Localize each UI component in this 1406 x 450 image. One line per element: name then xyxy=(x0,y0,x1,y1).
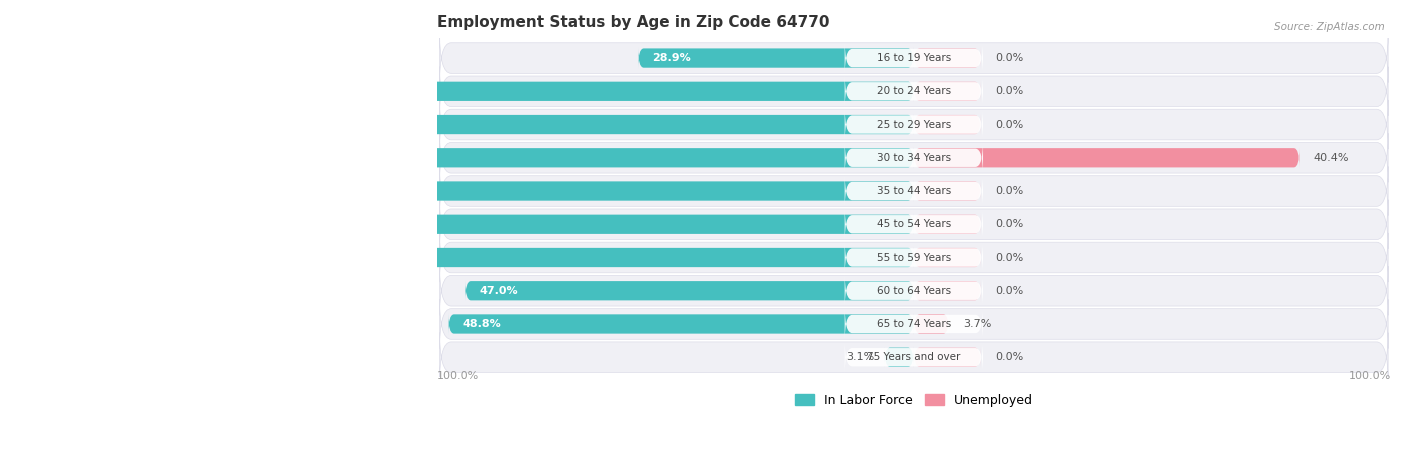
Text: 40.4%: 40.4% xyxy=(1313,153,1350,163)
Text: 45 to 54 Years: 45 to 54 Years xyxy=(877,219,950,229)
FancyBboxPatch shape xyxy=(845,140,983,175)
Text: 25 to 29 Years: 25 to 29 Years xyxy=(877,120,950,130)
FancyBboxPatch shape xyxy=(914,81,980,102)
FancyBboxPatch shape xyxy=(884,347,914,368)
Text: 3.1%: 3.1% xyxy=(846,352,875,362)
FancyBboxPatch shape xyxy=(211,214,914,234)
Text: 0.0%: 0.0% xyxy=(995,219,1024,229)
FancyBboxPatch shape xyxy=(914,214,980,234)
Legend: In Labor Force, Unemployed: In Labor Force, Unemployed xyxy=(790,389,1038,412)
FancyBboxPatch shape xyxy=(845,74,983,109)
Text: 30 to 34 Years: 30 to 34 Years xyxy=(877,153,950,163)
FancyBboxPatch shape xyxy=(845,207,983,242)
FancyBboxPatch shape xyxy=(440,166,1388,216)
FancyBboxPatch shape xyxy=(845,40,983,76)
FancyBboxPatch shape xyxy=(845,174,983,208)
Text: 0.0%: 0.0% xyxy=(995,352,1024,362)
FancyBboxPatch shape xyxy=(914,48,980,68)
FancyBboxPatch shape xyxy=(845,107,983,142)
Text: 47.0%: 47.0% xyxy=(479,286,519,296)
FancyBboxPatch shape xyxy=(440,133,1388,182)
Text: 65.3%: 65.3% xyxy=(305,153,343,163)
Text: 60 to 64 Years: 60 to 64 Years xyxy=(877,286,950,296)
Text: 86.7%: 86.7% xyxy=(101,86,139,96)
Text: 100.0%: 100.0% xyxy=(437,370,479,381)
FancyBboxPatch shape xyxy=(440,266,1388,315)
Text: 75 Years and over: 75 Years and over xyxy=(868,352,960,362)
FancyBboxPatch shape xyxy=(845,340,983,375)
Text: 76.3%: 76.3% xyxy=(200,120,239,130)
Text: 20 to 24 Years: 20 to 24 Years xyxy=(877,86,950,96)
FancyBboxPatch shape xyxy=(914,181,980,201)
Text: 16 to 19 Years: 16 to 19 Years xyxy=(877,53,950,63)
FancyBboxPatch shape xyxy=(914,280,980,301)
FancyBboxPatch shape xyxy=(914,247,980,268)
Text: 0.0%: 0.0% xyxy=(995,252,1024,262)
FancyBboxPatch shape xyxy=(440,233,1388,282)
FancyBboxPatch shape xyxy=(440,333,1388,382)
FancyBboxPatch shape xyxy=(440,299,1388,349)
FancyBboxPatch shape xyxy=(845,273,983,308)
FancyBboxPatch shape xyxy=(440,100,1388,149)
Text: 0.0%: 0.0% xyxy=(995,286,1024,296)
FancyBboxPatch shape xyxy=(465,280,914,301)
Text: 90.2%: 90.2% xyxy=(67,186,105,196)
Text: 73.6%: 73.6% xyxy=(226,219,264,229)
FancyBboxPatch shape xyxy=(291,148,914,168)
Text: 0.0%: 0.0% xyxy=(995,86,1024,96)
FancyBboxPatch shape xyxy=(86,81,914,102)
FancyBboxPatch shape xyxy=(914,148,1299,168)
Text: 0.0%: 0.0% xyxy=(995,53,1024,63)
FancyBboxPatch shape xyxy=(449,314,914,334)
Text: 82.2%: 82.2% xyxy=(143,252,183,262)
Text: 28.9%: 28.9% xyxy=(652,53,692,63)
FancyBboxPatch shape xyxy=(638,48,914,68)
Text: 55 to 59 Years: 55 to 59 Years xyxy=(877,252,950,262)
Text: 0.0%: 0.0% xyxy=(995,120,1024,130)
Text: 65 to 74 Years: 65 to 74 Years xyxy=(877,319,950,329)
FancyBboxPatch shape xyxy=(440,200,1388,249)
Text: Employment Status by Age in Zip Code 64770: Employment Status by Age in Zip Code 647… xyxy=(437,15,830,30)
Text: Source: ZipAtlas.com: Source: ZipAtlas.com xyxy=(1274,22,1385,32)
Text: 3.7%: 3.7% xyxy=(963,319,991,329)
FancyBboxPatch shape xyxy=(914,347,980,368)
FancyBboxPatch shape xyxy=(186,114,914,135)
FancyBboxPatch shape xyxy=(440,33,1388,83)
FancyBboxPatch shape xyxy=(440,67,1388,116)
FancyBboxPatch shape xyxy=(53,181,914,201)
FancyBboxPatch shape xyxy=(914,314,949,334)
Text: 100.0%: 100.0% xyxy=(1348,370,1391,381)
Text: 48.8%: 48.8% xyxy=(463,319,501,329)
FancyBboxPatch shape xyxy=(845,306,983,342)
FancyBboxPatch shape xyxy=(845,240,983,275)
Text: 35 to 44 Years: 35 to 44 Years xyxy=(877,186,950,196)
FancyBboxPatch shape xyxy=(129,247,914,268)
Text: 0.0%: 0.0% xyxy=(995,186,1024,196)
FancyBboxPatch shape xyxy=(914,114,980,135)
